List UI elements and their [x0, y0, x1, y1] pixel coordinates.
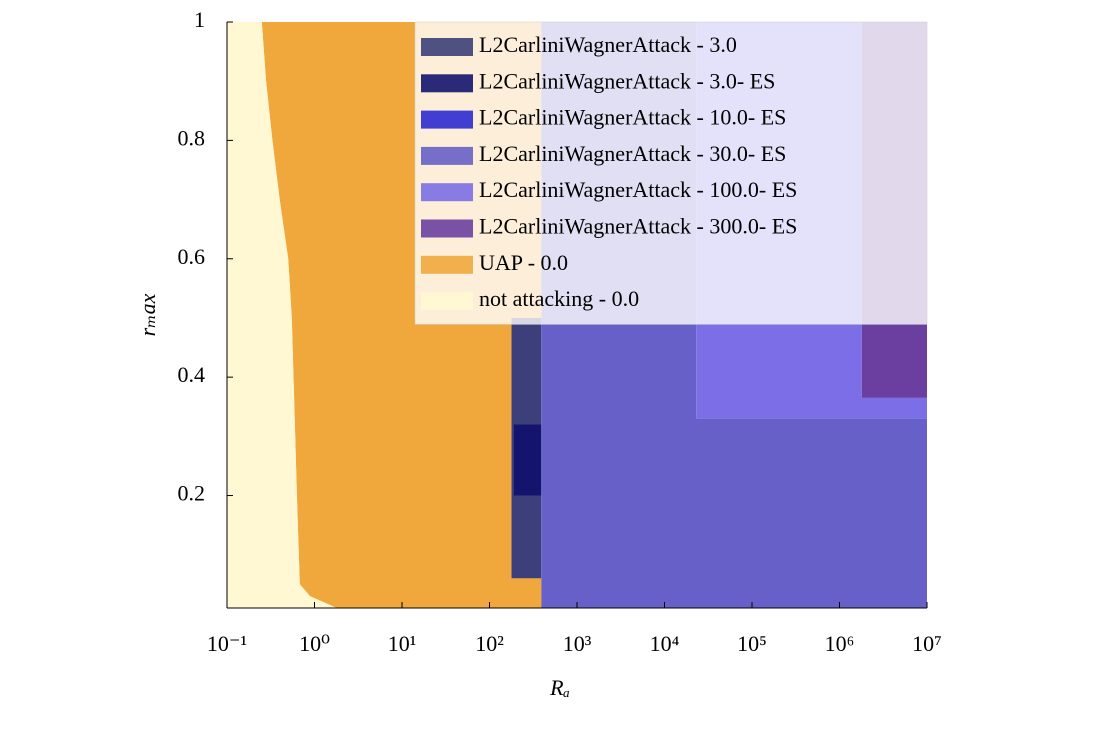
- region: [513, 424, 542, 496]
- legend-label: UAP - 0.0: [479, 250, 568, 275]
- x-tick-label: 10²: [475, 631, 504, 656]
- legend-label: not attacking - 0.0: [479, 286, 639, 311]
- x-tick-label: 10⁶: [825, 631, 855, 656]
- y-tick-label: 0.4: [178, 362, 206, 387]
- x-tick-label: 10⁷: [912, 631, 942, 656]
- legend-swatch: [421, 146, 473, 165]
- x-tick-label: 10⁻¹: [207, 631, 247, 656]
- x-axis-label: Rₐ: [549, 675, 570, 700]
- legend-swatch: [421, 110, 473, 129]
- legend-swatch: [421, 38, 473, 56]
- x-tick-label: 10⁰: [299, 631, 330, 656]
- legend-box: [414, 21, 928, 325]
- legend-label: L2CarliniWagnerAttack - 30.0- ES: [479, 141, 786, 166]
- x-tick-label: 10³: [563, 631, 592, 656]
- region: [227, 22, 337, 608]
- legend-label: L2CarliniWagnerAttack - 3.0: [479, 32, 737, 57]
- legend-label: L2CarliniWagnerAttack - 10.0- ES: [479, 105, 786, 130]
- legend-swatch: [421, 219, 473, 238]
- y-tick-label: 0.8: [178, 125, 206, 150]
- legend-swatch: [421, 183, 473, 202]
- legend-swatch: [421, 292, 473, 311]
- x-tick-label: 10¹: [388, 631, 417, 656]
- legend-label: L2CarliniWagnerAttack - 100.0- ES: [479, 177, 797, 202]
- legend-swatch: [421, 74, 473, 93]
- legend-label: L2CarliniWagnerAttack - 300.0- ES: [479, 214, 797, 239]
- legend-label: L2CarliniWagnerAttack - 3.0- ES: [479, 68, 775, 93]
- x-tick-label: 10⁴: [650, 631, 680, 656]
- x-tick-label: 10⁵: [737, 631, 767, 656]
- y-tick-label: 0.2: [178, 481, 206, 506]
- y-axis-label: rₘax: [135, 293, 160, 336]
- y-tick-label: 0.6: [178, 244, 206, 269]
- y-tick-label: 1: [194, 7, 205, 32]
- legend-swatch: [421, 255, 473, 274]
